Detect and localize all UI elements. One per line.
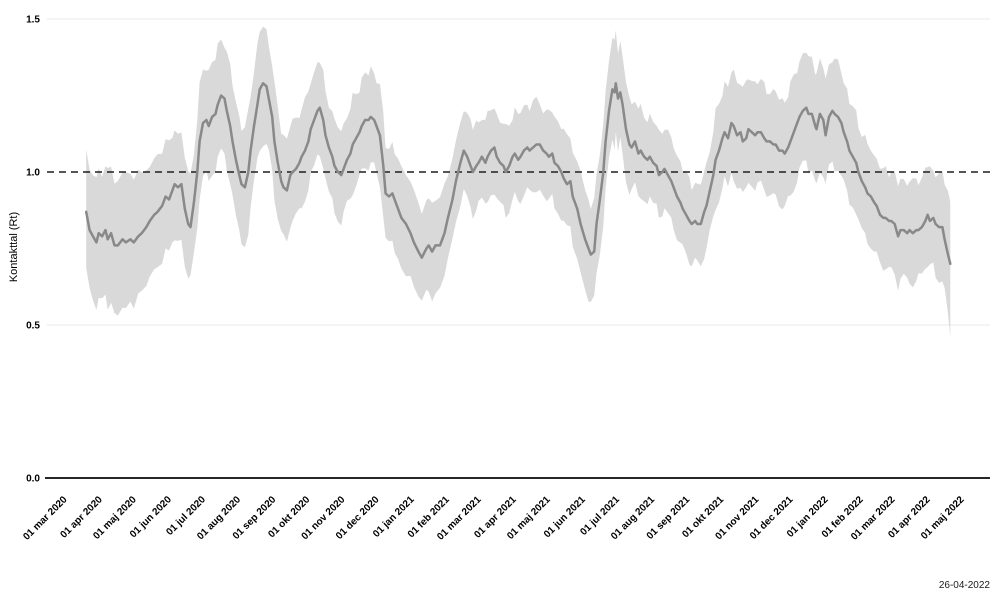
rt-line xyxy=(84,82,952,266)
y-tick-label: 0.5 xyxy=(26,321,40,332)
y-tick-label: 1.0 xyxy=(26,168,40,179)
report-date: 26-04-2022 xyxy=(938,580,990,591)
y-tick-label: 1.5 xyxy=(26,15,40,26)
confidence-band xyxy=(86,26,951,337)
y-axis-title: Kontakttal (Rt) xyxy=(8,211,20,283)
y-tick-label: 0.0 xyxy=(26,474,40,485)
